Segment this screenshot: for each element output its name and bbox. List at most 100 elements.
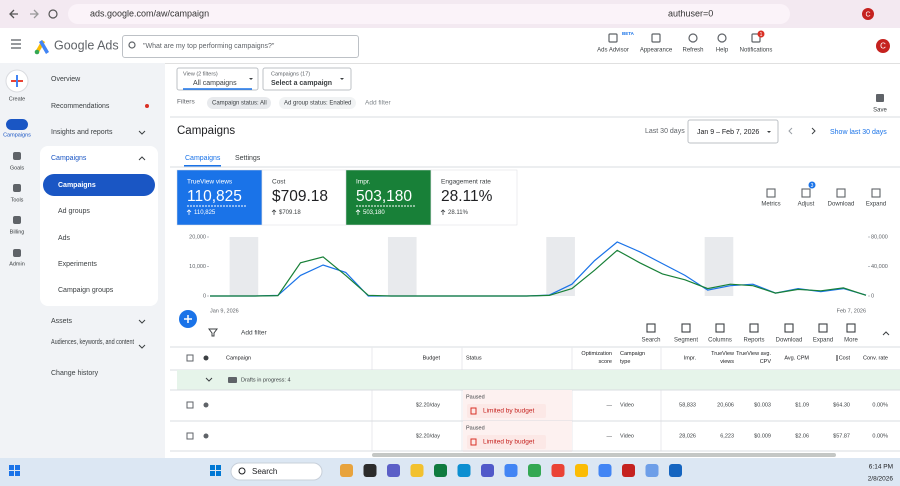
metric-card[interactable]	[261, 169, 347, 226]
column-header[interactable]: Avg. CPM	[784, 355, 809, 361]
taskbar-app[interactable]	[340, 464, 353, 477]
taskbar-app[interactable]	[481, 464, 494, 477]
rail-icon[interactable]	[13, 249, 21, 257]
taskbar-search[interactable]	[230, 462, 323, 481]
profile-avatar[interactable]	[862, 8, 874, 20]
action-label[interactable]: Ads Advisor	[597, 48, 629, 54]
metric-card[interactable]	[345, 169, 432, 226]
tool-label[interactable]: Expand	[813, 338, 833, 344]
nav-item[interactable]: Audiences, keywords, and content	[51, 339, 134, 346]
rail-label[interactable]: Billing	[10, 229, 25, 235]
tool-label[interactable]: Search	[641, 338, 660, 344]
rail-active[interactable]	[6, 119, 28, 130]
action-label[interactable]: Refresh	[682, 48, 703, 54]
tool-label[interactable]: Expand	[866, 202, 886, 208]
column-header[interactable]: Status	[466, 355, 482, 361]
nav-item[interactable]: Insights and reports	[51, 129, 113, 136]
date-picker[interactable]	[687, 119, 779, 144]
campaign-select[interactable]	[262, 67, 352, 91]
taskbar-app[interactable]	[410, 464, 424, 477]
taskbar-app[interactable]	[387, 464, 400, 477]
column-header[interactable]: Optimization score	[581, 351, 612, 365]
tool-label[interactable]: Metrics	[761, 202, 780, 208]
start-icon[interactable]	[210, 465, 215, 470]
nav-subitem[interactable]: Campaigns	[58, 182, 96, 189]
metric-card[interactable]	[430, 169, 518, 226]
action-icon[interactable]	[688, 33, 698, 43]
taskbar-app[interactable]	[551, 464, 565, 477]
nav-item[interactable]: Change history	[51, 370, 99, 377]
rail-label[interactable]: Goals	[10, 165, 25, 171]
reload-icon[interactable]	[48, 9, 58, 19]
prev[interactable]	[788, 127, 793, 135]
show-last[interactable]: Show last 30 days	[830, 129, 887, 136]
tool-icon[interactable]	[646, 323, 656, 333]
tool-icon[interactable]	[871, 188, 881, 198]
column-header[interactable]: TrueView avg. CPV	[736, 351, 771, 365]
action-label[interactable]: Help	[716, 48, 729, 54]
nav-item[interactable]: Recommendations	[51, 103, 110, 110]
nav-section[interactable]: Campaigns	[51, 155, 87, 162]
back-icon[interactable]	[9, 9, 18, 19]
nav-item[interactable]: Assets	[51, 318, 73, 325]
tool-icon[interactable]	[766, 188, 776, 198]
url-bar[interactable]	[68, 4, 790, 24]
tool-icon[interactable]	[749, 323, 759, 333]
column-header[interactable]: Impr.	[684, 355, 697, 361]
tool-icon[interactable]	[836, 188, 846, 198]
tool-icon[interactable]	[681, 323, 691, 333]
metric-card[interactable]	[176, 169, 263, 226]
rail-icon[interactable]	[13, 152, 21, 160]
start-icon[interactable]	[216, 471, 221, 476]
search-placeholder[interactable]: "What are my top performing campaigns?"	[143, 43, 275, 50]
checkbox[interactable]	[186, 432, 194, 440]
chevron[interactable]	[205, 377, 213, 382]
tool-label[interactable]: Columns	[708, 338, 732, 344]
taskbar-app[interactable]	[622, 464, 635, 477]
taskbar-app[interactable]	[528, 464, 541, 477]
next[interactable]	[811, 127, 816, 135]
taskbar-app[interactable]	[363, 464, 377, 477]
tool-label[interactable]: Segment	[674, 338, 698, 344]
nav-subitem[interactable]: Experiments	[58, 261, 97, 268]
rail-icon[interactable]	[13, 216, 21, 224]
filter-chip[interactable]	[207, 97, 271, 109]
action-label[interactable]: Appearance	[640, 48, 673, 54]
taskbar-app[interactable]	[457, 464, 471, 477]
tool-icon[interactable]	[784, 323, 794, 333]
taskbar-app[interactable]	[645, 464, 659, 477]
nav-subitem[interactable]: Ad groups	[58, 208, 90, 215]
tool-label[interactable]: Download	[828, 202, 855, 208]
forward-icon[interactable]	[30, 9, 39, 19]
add-filter[interactable]: Add filter	[241, 330, 267, 337]
tool-label[interactable]: Adjust	[798, 202, 815, 208]
save-icon[interactable]	[876, 94, 884, 102]
checkbox[interactable]	[186, 401, 194, 409]
tab[interactable]: Campaigns	[185, 155, 221, 162]
tab[interactable]: Settings	[235, 155, 261, 162]
column-header[interactable]: Campaign type	[620, 351, 645, 365]
action-icon[interactable]	[717, 33, 727, 43]
action-icon[interactable]	[751, 33, 761, 43]
rail-icon[interactable]	[13, 184, 21, 192]
checkbox[interactable]	[186, 354, 194, 362]
taskbar-app[interactable]	[575, 464, 588, 477]
add-filter[interactable]: Add filter	[365, 100, 391, 107]
tool-icon[interactable]	[801, 188, 811, 198]
tool-label[interactable]: Download	[776, 338, 803, 344]
rail-label[interactable]: Create	[9, 96, 26, 102]
action-label[interactable]: Notifications	[740, 48, 773, 54]
start-icon[interactable]	[216, 465, 221, 470]
column-header[interactable]: TrueView views	[711, 351, 734, 365]
action-icon[interactable]	[608, 33, 618, 43]
taskbar-app[interactable]	[598, 464, 612, 477]
tool-icon[interactable]	[715, 323, 725, 333]
view-select[interactable]	[176, 67, 259, 91]
nav-item[interactable]: Overview	[51, 76, 81, 83]
nav-subitem[interactable]: Campaign groups	[58, 287, 114, 294]
column-header[interactable]: Campaign	[226, 355, 251, 361]
tool-icon[interactable]	[846, 323, 856, 333]
tool-label[interactable]: More	[844, 338, 858, 344]
column-header[interactable]: Cost	[839, 355, 851, 361]
filter-chip[interactable]	[279, 97, 356, 109]
